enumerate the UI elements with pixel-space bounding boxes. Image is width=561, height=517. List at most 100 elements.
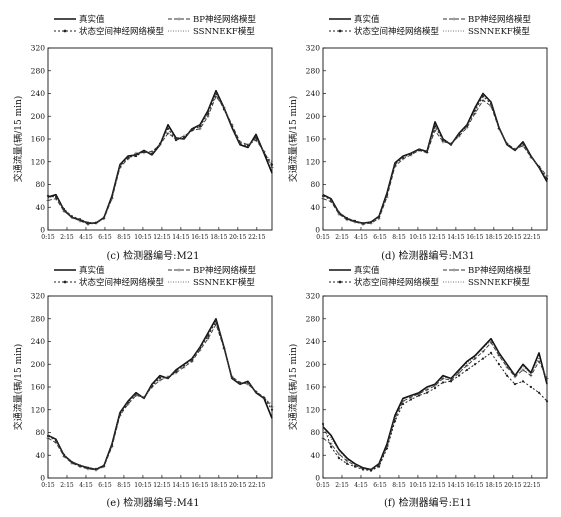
legend-label-4: SSNNEKF模型 <box>193 26 255 37</box>
y-tick-label: 240 <box>31 89 46 98</box>
y-tick-label: 280 <box>31 66 46 75</box>
y-tick-label: 240 <box>31 337 46 346</box>
series-point-3 <box>441 381 445 384</box>
x-tick-label: 0:15 <box>41 482 55 489</box>
series-point-2 <box>270 165 274 169</box>
panel-caption: (e) 检测器编号:M41 <box>106 496 199 509</box>
x-tick-label: 6:15 <box>373 234 387 241</box>
series-line-3 <box>47 93 273 224</box>
series-line-3 <box>47 321 273 470</box>
series-point-3 <box>337 456 341 460</box>
x-tick-label: 8:15 <box>392 482 406 489</box>
series-point-3 <box>321 422 325 426</box>
series-point-3 <box>393 420 397 423</box>
x-tick-label: 10:15 <box>409 234 426 241</box>
series-point-3 <box>401 402 405 406</box>
series-line-2 <box>322 99 548 225</box>
series-line-4 <box>322 94 548 224</box>
series-point-2 <box>206 114 210 118</box>
x-tick-label: 10:15 <box>409 482 426 489</box>
plot-frame <box>322 47 548 231</box>
series-point-2 <box>46 436 50 440</box>
y-tick-label: 120 <box>306 405 321 414</box>
legend-label-1: 真实值 <box>79 14 105 25</box>
series-point-2 <box>345 459 349 463</box>
series-point-3 <box>353 465 357 468</box>
series-point-2 <box>166 131 170 135</box>
x-tick-label: 16:15 <box>466 482 483 489</box>
series-point-3 <box>254 136 258 139</box>
chart-panel-3: 0 40 80 120 160 200 240 280 320 0:15 2:15 4:15 6:15 8… <box>12 265 274 509</box>
x-tick-label: 2:15 <box>60 234 74 241</box>
chart-panel-1: 0 40 80 120 160 200 240 280 320 0:15 2:15 4:15 6:15 8… <box>12 14 274 262</box>
legend-label-3: 状态空间神经网络模型 <box>79 277 165 288</box>
series-point-3 <box>489 351 493 354</box>
y-tick-label: 40 <box>310 203 320 212</box>
series-point-3 <box>473 363 477 366</box>
y-tick-label: 80 <box>310 428 320 437</box>
legend-label-4: SSNNEKF模型 <box>468 277 530 288</box>
y-tick-label: 240 <box>306 89 321 98</box>
y-tick-label: 0 <box>40 226 45 235</box>
series-point-3 <box>361 468 365 471</box>
chart-panel-4: 0 40 80 120 160 200 240 280 320 0:15 2:15 4:15 6:15 8… <box>287 265 549 509</box>
series-line-1 <box>47 89 273 224</box>
y-tick-label: 280 <box>31 314 46 323</box>
series-point-3 <box>174 139 178 142</box>
y-tick-label: 320 <box>31 44 46 53</box>
series-point-3 <box>513 383 517 386</box>
series-line-4 <box>322 340 548 470</box>
x-tick-label: 0:15 <box>316 234 330 241</box>
x-tick-label: 22:15 <box>523 482 540 489</box>
panel-caption: (f) 检测器编号:E11 <box>384 496 472 509</box>
y-tick-label: 40 <box>35 203 45 212</box>
x-tick-label: 22:15 <box>248 482 265 489</box>
series-point-2 <box>158 378 162 382</box>
y-tick-label: 200 <box>31 112 46 121</box>
y-tick-label: 80 <box>35 428 45 437</box>
series-line-2 <box>47 323 273 471</box>
series-point-3 <box>457 374 461 377</box>
plot-frame <box>47 295 273 479</box>
series-point-3 <box>345 462 349 465</box>
series-point-3 <box>521 380 525 383</box>
legend-label-3: 状态空间神经网络模型 <box>354 26 440 37</box>
series-point-3 <box>505 374 509 377</box>
series-line-3 <box>322 352 548 472</box>
y-tick-label: 160 <box>306 383 321 392</box>
series-point-3 <box>230 125 234 128</box>
series-point-2 <box>521 368 525 372</box>
x-tick-label: 14:15 <box>447 234 464 241</box>
series-point-2 <box>409 395 413 399</box>
x-tick-label: 22:15 <box>248 234 265 241</box>
legend-marker-2 <box>177 17 181 21</box>
legend-label-3: 状态空间神经网络模型 <box>354 277 440 288</box>
series-line-1 <box>47 318 273 471</box>
x-tick-label: 14:15 <box>447 482 464 489</box>
x-tick-label: 18:15 <box>210 482 227 489</box>
series-line-4 <box>47 319 273 470</box>
x-tick-label: 2:15 <box>335 234 349 241</box>
series-point-2 <box>545 376 549 380</box>
series-point-2 <box>481 350 485 354</box>
y-tick-label: 240 <box>306 337 321 346</box>
legend-label-1: 真实值 <box>354 14 380 25</box>
x-tick-label: 18:15 <box>485 482 502 489</box>
series-point-2 <box>545 174 549 178</box>
series-point-2 <box>465 363 469 367</box>
legend-label-4: SSNNEKF模型 <box>468 26 530 37</box>
series-point-2 <box>270 405 274 409</box>
x-tick-label: 20:15 <box>229 234 246 241</box>
series-point-2 <box>489 341 493 345</box>
series-point-3 <box>417 394 421 397</box>
legend-marker-3 <box>338 29 342 33</box>
y-tick-label: 0 <box>315 226 320 235</box>
y-axis-label: 交通流量(辆/15 min) <box>12 96 24 183</box>
x-tick-label: 16:15 <box>466 234 483 241</box>
series-point-2 <box>134 151 138 155</box>
legend-label-2: BP神经网络模型 <box>468 265 531 276</box>
series-point-3 <box>385 193 389 196</box>
